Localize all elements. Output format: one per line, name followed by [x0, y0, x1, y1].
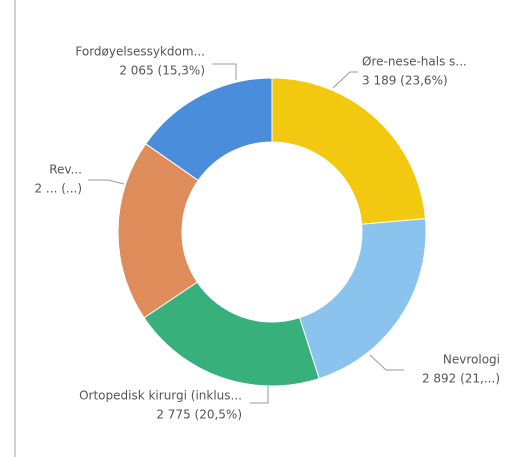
donut-slice	[298, 218, 427, 380]
slice-label: Rev...	[49, 163, 82, 177]
donut-slice	[143, 281, 320, 387]
donut-slice	[145, 77, 273, 182]
slice-value-label: 2 065 (15,3%)	[119, 64, 205, 78]
leader-line	[88, 179, 125, 185]
slice-label: Øre-nese-hals s...	[362, 55, 467, 69]
slice-value-label: 3 189 (23,6%)	[362, 74, 448, 88]
slice-label: Ortopedisk kirurgi (inklus...	[79, 389, 242, 403]
leader-line	[212, 63, 237, 80]
slice-value-label: 2 775 (20,5%)	[156, 408, 242, 422]
donut-slice	[271, 77, 426, 225]
leader-line	[332, 71, 358, 89]
slice-value-label: 2 892 (21,...)	[422, 372, 500, 386]
leader-line	[369, 354, 404, 371]
slice-label: Fordøyelsessykdom...	[75, 45, 205, 59]
slice-label: Nevrologi	[443, 353, 500, 367]
slice-value-label: 2 ... (...)	[34, 182, 82, 196]
leader-line	[250, 386, 269, 404]
